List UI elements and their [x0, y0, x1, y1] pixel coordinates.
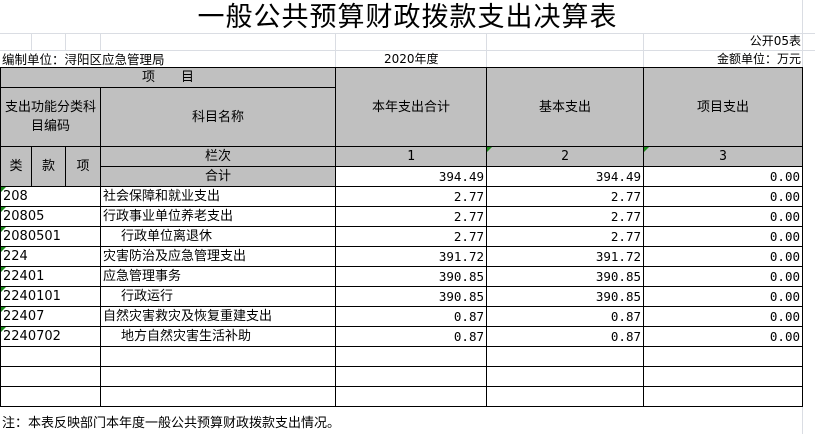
name-cell[interactable]: 社会保障和就业支出	[100, 186, 336, 207]
basic-cell[interactable]: 0.87	[486, 306, 644, 327]
empty-cell[interactable]	[643, 346, 803, 367]
total-cell[interactable]: 2.77	[335, 226, 487, 247]
header-xiang: 项	[65, 146, 101, 187]
basic-cell[interactable]: 391.72	[486, 246, 644, 267]
header-code: 支出功能分类科目编码	[0, 87, 101, 147]
table-row: 20805 行政事业单位养老支出 2.77 2.77 0.00	[0, 206, 803, 227]
report-title: 一般公共预算财政拨款支出决算表	[197, 2, 618, 33]
name-cell[interactable]: 行政运行	[100, 286, 336, 307]
col-3: 3	[643, 146, 803, 167]
total-cell[interactable]: 0.87	[335, 306, 487, 327]
empty-cell[interactable]	[100, 386, 336, 407]
basic-cell[interactable]: 0.87	[486, 326, 644, 347]
name-cell[interactable]: 灾害防治及应急管理支出	[100, 246, 336, 267]
total-cell[interactable]: 390.85	[335, 286, 487, 307]
project-cell[interactable]: 0.00	[643, 206, 803, 227]
empty-cell[interactable]	[100, 366, 336, 387]
table-row: 2080501 行政单位离退休 2.77 2.77 0.00	[0, 226, 803, 247]
table-row: 2240101 行政运行 390.85 390.85 0.00	[0, 286, 803, 307]
empty-row	[0, 366, 803, 387]
header-kuan: 款	[31, 146, 66, 187]
basic-cell[interactable]: 2.77	[486, 206, 644, 227]
code-cell[interactable]: 2240101	[0, 286, 101, 307]
empty-cell[interactable]	[335, 366, 487, 387]
header-lanci: 栏次	[100, 146, 336, 167]
code-cell[interactable]: 22401	[0, 266, 101, 287]
form-number: 公开05表	[749, 34, 801, 48]
total-cell[interactable]: 2.77	[335, 186, 487, 207]
empty-cell[interactable]	[0, 366, 101, 387]
col-1: 1	[335, 146, 487, 167]
basic-cell[interactable]: 2.77	[486, 226, 644, 247]
basic-cell[interactable]: 2.77	[486, 186, 644, 207]
code-cell[interactable]: 22407	[0, 306, 101, 327]
project-cell[interactable]: 0.00	[643, 186, 803, 207]
empty-cell[interactable]	[335, 386, 487, 407]
project-cell[interactable]: 0.00	[643, 306, 803, 327]
basic-cell[interactable]: 390.85	[486, 266, 644, 287]
name-cell[interactable]: 地方自然灾害生活补助	[100, 326, 336, 347]
name-cell[interactable]: 行政单位离退休	[100, 226, 336, 247]
empty-cell[interactable]	[486, 386, 644, 407]
header-project: 项目支出	[643, 67, 803, 147]
project-cell[interactable]: 0.00	[643, 266, 803, 287]
table-row: 22401 应急管理事务 390.85 390.85 0.00	[0, 266, 803, 287]
total-cell[interactable]: 391.72	[335, 246, 487, 267]
empty-cell[interactable]	[486, 366, 644, 387]
empty-row	[0, 386, 803, 407]
code-cell[interactable]: 20805	[0, 206, 101, 227]
header-lei: 类	[0, 146, 32, 187]
project-cell[interactable]: 0.00	[643, 286, 803, 307]
empty-cell[interactable]	[643, 386, 803, 407]
code-cell[interactable]: 208	[0, 186, 101, 207]
table-row: 2240702 地方自然灾害生活补助 0.87 0.87 0.00	[0, 326, 803, 347]
total-project[interactable]: 0.00	[643, 166, 803, 187]
total-total[interactable]: 394.49	[335, 166, 487, 187]
year-label: 2020年度	[384, 52, 439, 66]
header-heji: 合计	[100, 166, 336, 187]
name-cell[interactable]: 应急管理事务	[100, 266, 336, 287]
code-cell[interactable]: 2240702	[0, 326, 101, 347]
total-cell[interactable]: 0.87	[335, 326, 487, 347]
footnote: 注：本表反映部门本年度一般公共预算财政拨款支出情况。	[2, 416, 341, 431]
empty-cell[interactable]	[100, 346, 336, 367]
project-cell[interactable]: 0.00	[643, 226, 803, 247]
project-cell[interactable]: 0.00	[643, 326, 803, 347]
name-cell[interactable]: 自然灾害救灾及恢复重建支出	[100, 306, 336, 327]
table-row: 224 灾害防治及应急管理支出 391.72 391.72 0.00	[0, 246, 803, 267]
header-item: 项 目	[0, 67, 336, 88]
code-cell[interactable]: 2080501	[0, 226, 101, 247]
table-row: 208 社会保障和就业支出 2.77 2.77 0.00	[0, 186, 803, 207]
unit-label: 编制单位：浔阳区应急管理局	[2, 52, 165, 67]
empty-cell[interactable]	[0, 386, 101, 407]
total-cell[interactable]: 2.77	[335, 206, 487, 227]
col-2: 2	[486, 146, 644, 167]
currency-label: 金额单位：万元	[716, 52, 801, 66]
empty-cell[interactable]	[643, 366, 803, 387]
empty-cell[interactable]	[335, 346, 487, 367]
empty-cell[interactable]	[0, 346, 101, 367]
empty-cell[interactable]	[486, 346, 644, 367]
basic-cell[interactable]: 390.85	[486, 286, 644, 307]
name-cell[interactable]: 行政事业单位养老支出	[100, 206, 336, 227]
empty-row	[0, 346, 803, 367]
header-name: 科目名称	[100, 87, 336, 147]
total-basic[interactable]: 394.49	[486, 166, 644, 187]
code-cell[interactable]: 224	[0, 246, 101, 267]
total-cell[interactable]: 390.85	[335, 266, 487, 287]
header-basic: 基本支出	[486, 67, 644, 147]
project-cell[interactable]: 0.00	[643, 246, 803, 267]
expenditure-table: 项 目 本年支出合计 基本支出 项目支出 支出功能分类科目编码 科目名称 类 款…	[0, 67, 803, 407]
table-row: 22407 自然灾害救灾及恢复重建支出 0.87 0.87 0.00	[0, 306, 803, 327]
header-total: 本年支出合计	[335, 67, 487, 147]
